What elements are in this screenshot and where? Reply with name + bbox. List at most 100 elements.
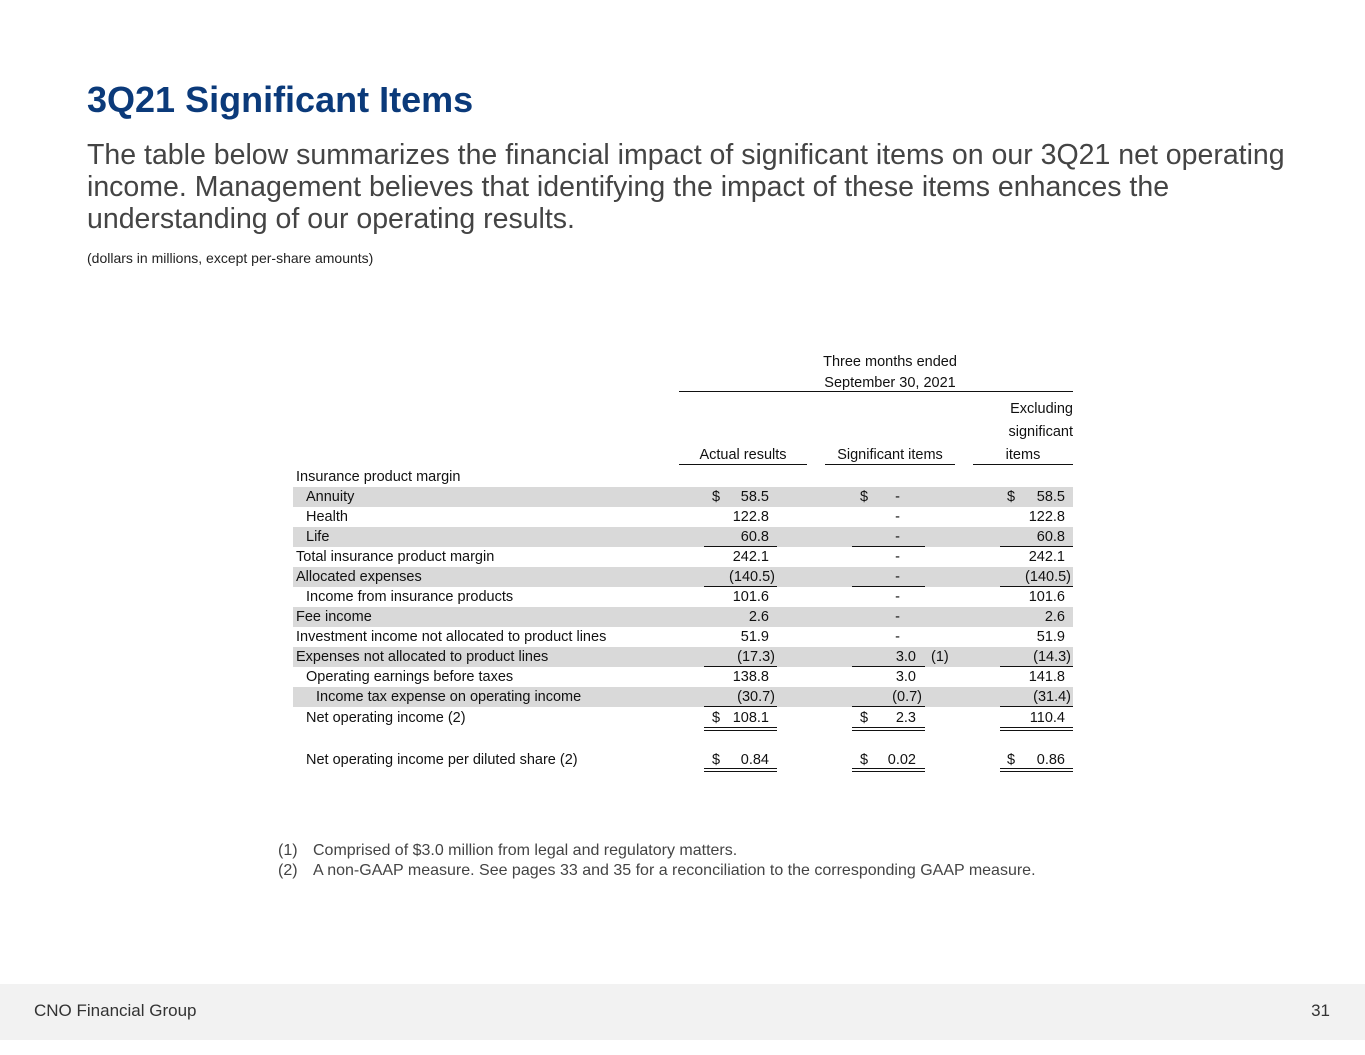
- cell-excluding: 141.8: [1028, 669, 1065, 685]
- footnote-text: Comprised of $3.0 million from legal and…: [313, 842, 738, 859]
- total-double-rule: [852, 727, 925, 731]
- col-excluding-line-1: Excluding: [1010, 401, 1073, 417]
- cell-actual: 101.6: [732, 589, 769, 605]
- cell-excluding: 2.6: [1044, 609, 1065, 625]
- total-double-rule: [1000, 768, 1073, 772]
- col-excluding-rule: [973, 464, 1073, 465]
- cell-excluding: 51.9: [1036, 629, 1065, 645]
- currency-sign: $: [712, 489, 721, 505]
- footnote-2: (2) A non-GAAP measure. See pages 33 and …: [278, 861, 1036, 881]
- footnote-mark: (2): [278, 862, 298, 879]
- cell-significant: -: [895, 529, 900, 545]
- subtotal-rule: [1000, 546, 1073, 547]
- row-shade: [293, 527, 1073, 547]
- page-number: 31: [1311, 1001, 1330, 1020]
- total-double-rule: [704, 727, 777, 731]
- cell-significant: -: [895, 609, 900, 625]
- subtotal-rule: [1000, 586, 1073, 587]
- cell-significant: 3.0: [895, 669, 916, 685]
- row-label: Expenses not allocated to product lines: [296, 649, 549, 665]
- cell-significant: -: [895, 629, 900, 645]
- row-label: Annuity: [306, 489, 355, 505]
- period-header-line-1: Three months ended: [823, 354, 957, 370]
- row-label: Health: [306, 509, 348, 525]
- cell-significant: -: [895, 509, 900, 525]
- cell-excluding: 101.6: [1028, 589, 1065, 605]
- cell-excluding: (140.5): [1025, 569, 1071, 585]
- cell-actual: 108.1: [732, 710, 769, 726]
- intro-paragraph: The table below summarizes the financial…: [87, 139, 1285, 235]
- page-title: 3Q21 Significant Items: [87, 79, 474, 120]
- footnote-mark: (1): [278, 842, 298, 859]
- cell-significant: (0.7): [892, 689, 922, 705]
- row-label: Net operating income (2): [306, 710, 466, 726]
- row-shade: [293, 647, 1073, 667]
- cell-actual: (17.3): [737, 649, 775, 665]
- col-actual-header: Actual results: [699, 447, 787, 463]
- subtotal-rule: [852, 706, 925, 707]
- cell-excluding: 0.86: [1036, 752, 1065, 768]
- currency-sign: $: [860, 752, 869, 768]
- cell-significant: -: [895, 589, 900, 605]
- row-label: Total insurance product margin: [296, 549, 495, 565]
- row-label: Net operating income per diluted share (…: [306, 752, 578, 768]
- footnote-text: A non-GAAP measure. See pages 33 and 35 …: [313, 862, 1036, 879]
- cell-excluding: 242.1: [1028, 549, 1065, 565]
- subtotal-rule: [704, 546, 777, 547]
- row-shade: [293, 567, 1073, 587]
- cell-actual: 138.8: [732, 669, 769, 685]
- currency-sign: $: [712, 710, 721, 726]
- cell-actual: (140.5): [729, 569, 775, 585]
- subtotal-rule: [852, 546, 925, 547]
- currency-sign: $: [860, 710, 869, 726]
- row-label: Operating earnings before taxes: [306, 669, 514, 685]
- footnote-ref-1: (1): [931, 649, 949, 665]
- cell-excluding: 110.4: [1029, 710, 1065, 726]
- cell-excluding: 58.5: [1036, 489, 1065, 505]
- currency-sign: $: [860, 489, 869, 505]
- cell-actual: 0.84: [740, 752, 769, 768]
- total-double-rule: [704, 768, 777, 772]
- total-double-rule: [1000, 727, 1073, 731]
- col-actual-rule: [679, 464, 807, 465]
- cell-actual: 2.6: [748, 609, 769, 625]
- period-header-rule: [679, 391, 1073, 392]
- footer-company: CNO Financial Group: [34, 1001, 197, 1020]
- period-header-line-2: September 30, 2021: [824, 375, 956, 391]
- subtotal-rule: [852, 666, 925, 667]
- col-excluding-line-3: items: [1005, 447, 1041, 463]
- cell-actual: 122.8: [732, 509, 769, 525]
- cell-actual: 58.5: [740, 489, 769, 505]
- row-label: Income from insurance products: [306, 589, 514, 605]
- cell-actual: (30.7): [737, 689, 775, 705]
- subtotal-rule: [1000, 666, 1073, 667]
- cell-actual: 60.8: [740, 529, 769, 545]
- col-excluding-line-2: significant: [1008, 424, 1073, 440]
- footnote-1: (1) Comprised of $3.0 million from legal …: [278, 841, 737, 861]
- row-shade: [293, 607, 1073, 627]
- row-label: Investment income not allocated to produ…: [296, 629, 607, 645]
- cell-significant: -: [895, 489, 900, 505]
- currency-sign: $: [1007, 752, 1016, 768]
- cell-significant: 2.3: [895, 710, 916, 726]
- row-label: Income tax expense on operating income: [316, 689, 582, 705]
- row-label: Fee income: [296, 609, 372, 625]
- footer-bar: CNO Financial Group 31: [0, 984, 1365, 1040]
- cell-significant: -: [895, 569, 900, 585]
- row-shade: [293, 687, 1073, 707]
- row-label: Allocated expenses: [296, 569, 422, 585]
- currency-sign: $: [1007, 489, 1016, 505]
- subtotal-rule: [1000, 706, 1073, 707]
- cell-excluding: 122.8: [1028, 509, 1065, 525]
- cell-actual: 242.1: [732, 549, 769, 565]
- section-label: Insurance product margin: [296, 469, 461, 485]
- currency-sign: $: [712, 752, 721, 768]
- col-significant-header: Significant items: [837, 447, 943, 463]
- cell-significant: -: [895, 549, 900, 565]
- total-double-rule: [852, 768, 925, 772]
- cell-excluding: (14.3): [1033, 649, 1071, 665]
- subtotal-rule: [704, 666, 777, 667]
- units-note: (dollars in millions, except per-share a…: [87, 250, 374, 266]
- row-label: Life: [306, 529, 330, 545]
- subtotal-rule: [852, 586, 925, 587]
